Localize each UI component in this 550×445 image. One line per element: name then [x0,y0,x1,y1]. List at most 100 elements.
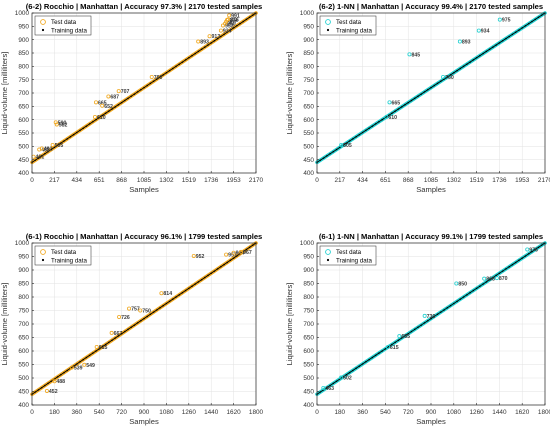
annotation-label: 976 [529,247,538,253]
legend [34,245,92,266]
legend-test-label: Test data [51,249,77,256]
y-tick-label: 950 [18,254,29,261]
annotation-label: 870 [499,276,508,282]
outlier-marker [127,306,132,311]
training-data-series [316,242,546,395]
x-tick-label: 0 [315,409,319,416]
y-tick-label: 650 [18,335,29,342]
annotation-label: 967 [243,250,252,256]
legend [34,15,92,36]
x-tick-label: 540 [94,409,105,416]
y-tick-label: 1000 [15,10,30,17]
x-tick-label: 360 [71,409,82,416]
annotation-label: 615 [99,345,108,351]
legend-test-marker [40,19,46,25]
outlier-marker [54,122,59,127]
y-tick-label: 700 [18,90,29,97]
annotation-label: 934 [223,29,232,35]
x-tick-label: 1302 [159,177,174,184]
outlier-marker [100,103,105,108]
x-tick-label: 651 [380,177,391,184]
x-tick-label: 1620 [226,409,241,416]
y-tick-label: 700 [303,90,314,97]
annotation-label: 730 [427,314,436,320]
annotation-label: 934 [481,29,490,35]
x-tick-label: 651 [94,177,105,184]
y-tick-label: 400 [18,170,29,177]
annotation-label: 687 [110,94,119,100]
outlier-marker [117,314,122,319]
annotation-label: 757 [131,307,140,313]
legend-test-label: Test data [336,19,362,26]
outlier-marker [525,247,530,252]
outlier-marker [109,330,114,335]
y-tick-label: 1000 [300,240,315,247]
outlier-marker [94,100,99,105]
training-data-series [31,12,257,163]
y-tick-label: 850 [18,281,29,288]
outlier-marker [397,334,402,339]
outlier-marker [231,250,236,255]
y-tick-label: 500 [303,375,314,382]
annotation-label: 868 [486,277,495,283]
outlier-marker [116,89,121,94]
outlier-marker [497,17,502,22]
annotation-label: 488 [41,148,50,154]
y-tick-label: 950 [303,254,314,261]
annotation-label: 452 [49,389,58,395]
x-tick-label: 720 [116,409,127,416]
x-axis-label: Samples [129,185,159,194]
outlier-marker [339,375,344,380]
x-tick-label: 1085 [424,177,439,184]
x-tick-label: 360 [357,409,368,416]
annotation-label: 582 [59,122,68,128]
y-tick-label: 500 [303,144,314,151]
x-tick-label: 1736 [492,177,507,184]
outlier-marker [339,142,344,147]
legend-train-marker [326,258,330,262]
annotation-label: 760 [445,75,454,81]
outlier-marker [196,39,201,44]
outlier-marker [422,313,427,318]
x-tick-label: 1519 [182,177,197,184]
x-tick-label: 0 [315,177,319,184]
outlier-marker [407,52,412,57]
y-tick-label: 550 [18,130,29,137]
outlier-marker [227,13,232,18]
x-tick-label: 868 [403,177,414,184]
annotation-label: 505 [55,143,64,149]
outlier-marker [52,379,57,384]
outlier-marker [207,34,212,39]
outlier-marker [441,75,446,80]
legend [319,245,377,266]
y-axis-label: Liquid-volume [milliliters] [285,283,294,366]
annotation-label: 953 [225,24,234,30]
y-tick-label: 450 [303,157,314,164]
annotation-label: 952 [196,254,205,260]
training-data-series [31,242,257,395]
x-axis-label: Samples [416,185,446,194]
y-tick-label: 800 [303,294,314,301]
legend-train-marker [41,28,45,32]
annotation-label: 463 [325,386,334,392]
x-tick-label: 1953 [515,177,530,184]
outlier-marker [476,28,481,33]
y-tick-label: 700 [18,321,29,328]
y-tick-label: 900 [303,37,314,44]
outlier-marker [321,385,326,390]
y-tick-label: 950 [303,24,314,31]
y-tick-label: 600 [18,117,29,124]
annotation-label: 750 [142,309,151,315]
annotation-label: 760 [154,75,163,81]
annotation-label: 652 [104,104,113,110]
outlier-marker [159,291,164,296]
annotation-label: 655 [401,334,410,340]
y-tick-label: 800 [18,294,29,301]
annotation-label: 964 [236,251,245,257]
y-tick-label: 750 [18,308,29,315]
annotation-label: 610 [388,115,397,121]
y-tick-label: 900 [18,37,29,44]
x-tick-label: 2170 [249,177,264,184]
outlier-marker [218,28,223,33]
